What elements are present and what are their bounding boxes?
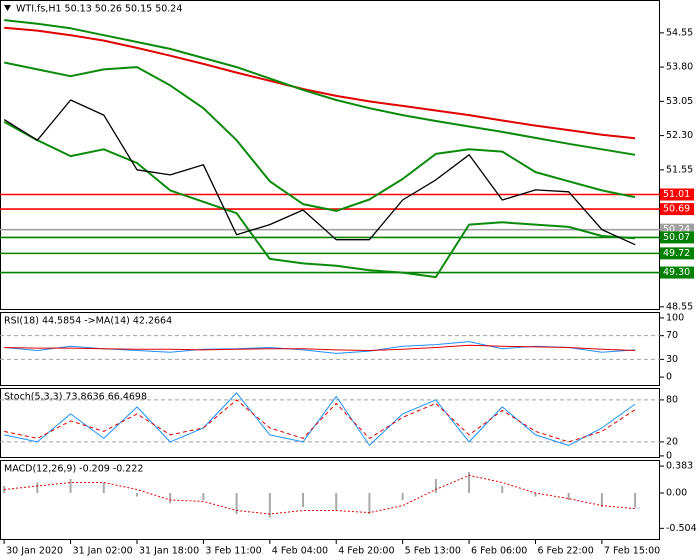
x-tick-label: 7 Feb 15:00: [604, 546, 660, 557]
y-tick-label: 0.383: [666, 461, 693, 472]
panel-title: Stoch(5,3,3) 73.8636 66.4698: [4, 392, 147, 403]
histogram-bar: [501, 485, 504, 493]
level-label-box: [660, 266, 694, 279]
histogram-bar: [302, 492, 305, 508]
level-label: 49.30: [663, 267, 690, 278]
y-tick-label: 20: [666, 436, 678, 447]
series-line: [4, 19, 636, 156]
histogram-bar: [69, 478, 72, 493]
series-line: [3, 121, 636, 279]
histogram-bar: [36, 482, 39, 493]
panel-title: WTI.fs,H1 50.13 50.26 50.15 50.24: [16, 4, 182, 15]
y-tick-label: 100: [666, 312, 684, 323]
histogram-bar: [135, 492, 138, 497]
histogram-bar: [468, 471, 471, 493]
histogram-bar: [102, 482, 105, 493]
level-label: 50.07: [663, 232, 690, 243]
panel-title: RSI(18) 44.5854 ->MA(14) 42.2664: [4, 316, 172, 327]
histogram-bar: [634, 492, 637, 508]
y-tick-label: 51.55: [666, 164, 693, 175]
series-line: [3, 61, 636, 212]
x-tick-label: 4 Feb 04:00: [272, 546, 328, 557]
x-tick-label: 31 Jan 02:00: [73, 546, 133, 557]
histogram-bar: [368, 492, 371, 515]
panel-title: MACD(12,26,9) -0.209 -0.222: [4, 464, 143, 475]
y-tick-label: 0: [666, 372, 672, 383]
y-tick-label: 54.55: [666, 27, 693, 38]
panel-frame: [0, 0, 660, 310]
level-label-box: [660, 203, 694, 216]
panel-frame: [0, 460, 660, 540]
histogram-bar: [534, 492, 537, 497]
y-tick-label: 53.05: [666, 96, 693, 107]
series-line: [4, 26, 636, 140]
histogram-bar: [567, 492, 570, 500]
histogram-bar: [401, 492, 404, 500]
y-tick-label: 80: [666, 394, 678, 405]
x-tick-label: 30 Jan 2020: [6, 546, 63, 557]
histogram-bar: [202, 492, 205, 500]
histogram-bar: [235, 492, 238, 515]
histogram-bar: [434, 478, 437, 493]
panel-frame: [0, 312, 660, 386]
series-line: [4, 344, 636, 351]
x-tick-label: 6 Feb 22:00: [537, 546, 593, 557]
level-label-box: [660, 188, 694, 201]
series-line: [4, 399, 636, 443]
panel-frame: [0, 388, 660, 458]
y-tick-label: 0: [666, 450, 672, 461]
level-label: 50.69: [663, 204, 690, 215]
series-line: [4, 474, 636, 515]
level-label: 51.01: [663, 189, 690, 200]
x-tick-label: 5 Feb 13:00: [405, 546, 461, 557]
y-tick-label: 30: [666, 354, 678, 365]
x-tick-label: 4 Feb 20:00: [338, 546, 394, 557]
histogram-bar: [335, 492, 338, 511]
level-label-box: [660, 231, 694, 244]
histogram-bar: [169, 492, 172, 504]
y-tick-label: 53.80: [666, 62, 693, 73]
y-tick-label: 0.00: [666, 487, 687, 498]
x-tick-label: 3 Feb 11:00: [205, 546, 261, 557]
histogram-bar: [268, 492, 271, 518]
collapse-icon: [4, 5, 11, 11]
level-label: 50.24: [663, 224, 690, 235]
series-line: [4, 392, 636, 446]
y-tick-label: 48.55: [666, 301, 693, 312]
x-tick-label: 31 Jan 18:00: [139, 546, 199, 557]
y-tick-label: -0.504: [666, 523, 697, 534]
level-label: 49.72: [663, 248, 690, 259]
y-tick-label: 70: [666, 330, 678, 341]
histogram-bar: [3, 485, 6, 493]
series-line: [3, 99, 636, 246]
level-label-box: [660, 247, 694, 260]
y-tick-label: 52.30: [666, 130, 693, 141]
histogram-bar: [600, 492, 603, 508]
x-tick-label: 6 Feb 06:00: [471, 546, 527, 557]
